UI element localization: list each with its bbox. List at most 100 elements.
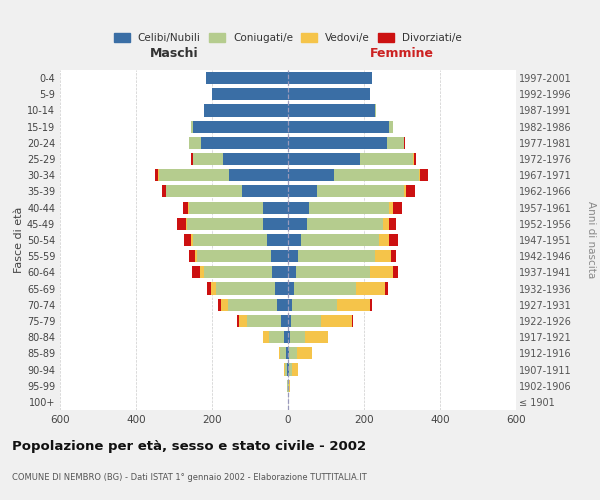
Bar [187, 218, 263, 230]
Bar [419, 169, 420, 181]
Bar [184, 234, 191, 246]
Bar [206, 282, 211, 294]
Bar [337, 298, 370, 311]
Bar [288, 331, 290, 343]
Bar [392, 202, 402, 213]
Text: Maschi: Maschi [149, 48, 199, 60]
Bar [352, 315, 353, 327]
Bar [285, 364, 287, 376]
Bar [263, 218, 288, 230]
Bar [334, 169, 419, 181]
Bar [205, 104, 288, 117]
Bar [218, 298, 221, 311]
Bar [223, 153, 288, 165]
Bar [176, 218, 186, 230]
Bar [288, 266, 296, 278]
Bar [239, 315, 247, 327]
Bar [242, 186, 288, 198]
Bar [189, 250, 195, 262]
Bar [360, 153, 413, 165]
Text: Popolazione per età, sesso e stato civile - 2002: Popolazione per età, sesso e stato civil… [12, 440, 366, 453]
Bar [404, 137, 405, 149]
Bar [272, 266, 288, 278]
Bar [370, 266, 392, 278]
Bar [284, 331, 288, 343]
Bar [288, 72, 371, 84]
Bar [228, 298, 277, 311]
Bar [385, 282, 388, 294]
Bar [309, 202, 389, 213]
Bar [280, 348, 286, 360]
Bar [206, 72, 288, 84]
Bar [288, 153, 360, 165]
Bar [298, 250, 376, 262]
Bar [383, 218, 389, 230]
Bar [290, 331, 305, 343]
Bar [193, 120, 288, 132]
Bar [197, 250, 271, 262]
Bar [263, 202, 288, 213]
Bar [238, 315, 239, 327]
Bar [391, 250, 397, 262]
Bar [291, 315, 322, 327]
Bar [292, 298, 337, 311]
Bar [155, 169, 158, 181]
Bar [389, 120, 392, 132]
Bar [288, 315, 291, 327]
Bar [288, 104, 376, 117]
Bar [159, 169, 229, 181]
Text: COMUNE DI NEMBRO (BG) - Dati ISTAT 1° gennaio 2002 - Elaborazione TUTTITALIA.IT: COMUNE DI NEMBRO (BG) - Dati ISTAT 1° ge… [12, 473, 367, 482]
Bar [189, 137, 200, 149]
Bar [200, 137, 288, 149]
Bar [370, 298, 371, 311]
Bar [221, 298, 228, 311]
Text: Femmine: Femmine [370, 48, 434, 60]
Bar [387, 137, 404, 149]
Bar [404, 186, 406, 198]
Bar [287, 364, 288, 376]
Bar [191, 153, 193, 165]
Bar [389, 218, 397, 230]
Bar [389, 202, 392, 213]
Bar [301, 234, 379, 246]
Bar [247, 315, 281, 327]
Bar [288, 250, 298, 262]
Bar [294, 282, 356, 294]
Bar [288, 298, 292, 311]
Bar [188, 202, 189, 213]
Bar [193, 234, 267, 246]
Bar [356, 282, 385, 294]
Y-axis label: Anni di nascita: Anni di nascita [586, 202, 596, 278]
Bar [288, 186, 317, 198]
Bar [292, 364, 298, 376]
Bar [297, 348, 312, 360]
Bar [269, 331, 284, 343]
Bar [288, 348, 289, 360]
Bar [183, 202, 188, 213]
Bar [216, 282, 275, 294]
Bar [193, 153, 223, 165]
Bar [263, 331, 269, 343]
Bar [288, 282, 294, 294]
Bar [392, 266, 398, 278]
Legend: Celibi/Nubili, Coniugati/e, Vedovi/e, Divorziati/e: Celibi/Nubili, Coniugati/e, Vedovi/e, Di… [111, 30, 465, 46]
Bar [186, 218, 187, 230]
Bar [229, 169, 288, 181]
Bar [277, 298, 288, 311]
Bar [284, 364, 285, 376]
Bar [275, 282, 288, 294]
Bar [379, 234, 389, 246]
Bar [166, 186, 242, 198]
Bar [189, 202, 263, 213]
Bar [200, 266, 203, 278]
Bar [288, 137, 387, 149]
Bar [211, 282, 216, 294]
Bar [406, 186, 415, 198]
Bar [288, 88, 370, 101]
Bar [212, 88, 288, 101]
Bar [162, 186, 166, 198]
Bar [317, 186, 404, 198]
Bar [192, 266, 200, 278]
Bar [288, 120, 389, 132]
Bar [389, 234, 398, 246]
